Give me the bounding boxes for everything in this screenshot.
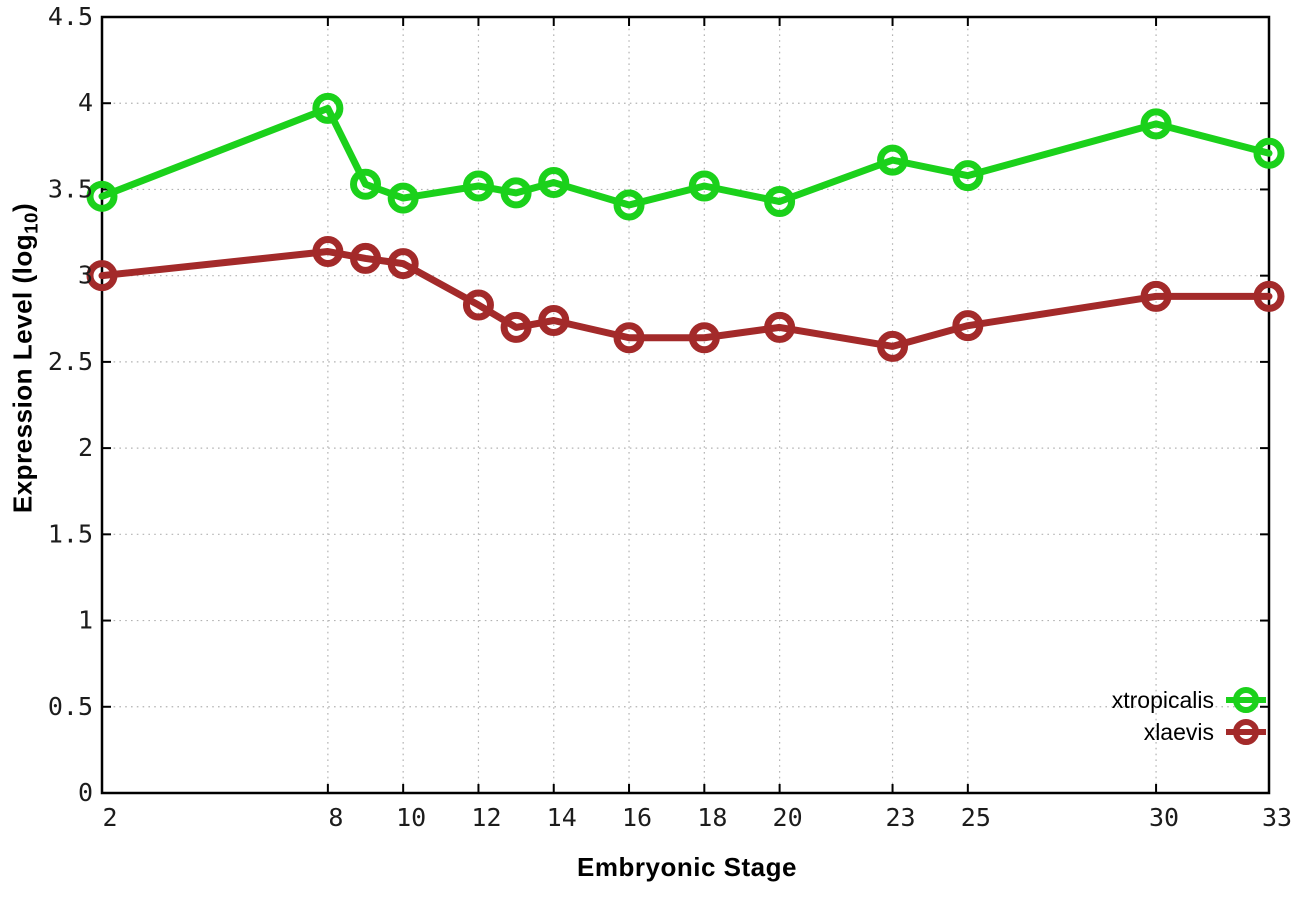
line-marker-sample-icon	[1226, 687, 1266, 713]
y-axis-title-subscript: 10	[20, 212, 42, 234]
x-tick-label: 16	[622, 803, 652, 832]
xlaevis-point	[952, 310, 984, 342]
xlaevis-point	[86, 260, 118, 292]
xlaevis-point	[688, 322, 720, 354]
y-tick-label: 0	[78, 778, 93, 807]
x-tick-label: 14	[547, 803, 577, 832]
x-tick-label: 23	[885, 803, 915, 832]
y-tick-label: 3.5	[48, 174, 93, 203]
y-tick-label: 1	[78, 606, 93, 635]
y-tick-label: 3	[78, 261, 93, 290]
xtropicalis-point	[387, 182, 419, 214]
xtropicalis-point	[538, 167, 570, 199]
x-tick-label: 8	[328, 803, 343, 832]
legend-label-xlaevis: xlaevis	[1143, 718, 1214, 745]
legend-item-xtropicalis: xtropicalis	[1112, 685, 1266, 715]
xtropicalis-point	[462, 170, 494, 202]
x-tick-label: 2	[102, 803, 117, 832]
x-tick-label: 18	[697, 803, 727, 832]
xlaevis-line	[98, 248, 1273, 350]
xtropicalis-point	[613, 189, 645, 221]
xlaevis-point	[312, 236, 344, 268]
xlaevis-point	[1140, 280, 1172, 312]
xlaevis-point	[538, 305, 570, 337]
xlaevis-point	[462, 289, 494, 321]
y-tick-label: 4	[78, 88, 93, 117]
legend-label-xtropicalis: xtropicalis	[1111, 686, 1214, 713]
xtropicalis-point	[1140, 108, 1172, 140]
x-axis-title: Embryonic Stage	[577, 852, 797, 882]
xlaevis-point	[877, 330, 909, 362]
xtropicalis-point	[688, 170, 720, 202]
xtropicalis-point	[500, 177, 532, 209]
legend: xtropicalis xlaevis	[1112, 685, 1266, 747]
xtropicalis-line	[98, 104, 1273, 209]
xtropicalis-point	[952, 160, 984, 192]
xtropicalis-point	[350, 168, 382, 200]
xlaevis-point	[387, 248, 419, 280]
xtropicalis-point	[877, 144, 909, 176]
x-tick-label: 30	[1149, 803, 1179, 832]
xlaevis-point	[350, 242, 382, 274]
line-marker-sample-icon	[1226, 719, 1266, 745]
x-tick-label: 33	[1262, 803, 1292, 832]
xtropicalis-point	[764, 186, 796, 218]
xlaevis-point	[1253, 280, 1285, 312]
xtropicalis-point	[312, 92, 344, 124]
x-tick-label: 25	[961, 803, 991, 832]
y-tick-label: 4.5	[48, 2, 93, 31]
xlaevis-point	[764, 311, 796, 343]
y-axis-title: Expression Level (log10)	[7, 203, 42, 513]
x-tick-label: 12	[471, 803, 501, 832]
xtropicalis-point	[86, 180, 118, 212]
y-tick-label: 0.5	[48, 692, 93, 721]
y-axis-title-text: Expression Level (log	[7, 233, 38, 514]
xlaevis-point	[613, 322, 645, 354]
y-axis-title-close: )	[7, 202, 38, 213]
plot-border	[100, 15, 1271, 795]
legend-item-xlaevis: xlaevis	[1144, 717, 1266, 747]
x-tick-label: 10	[396, 803, 426, 832]
y-tick-label: 2.5	[48, 347, 93, 376]
xtropicalis-point	[1253, 137, 1285, 169]
y-tick-label: 2	[78, 433, 93, 462]
y-tick-label: 1.5	[48, 519, 93, 548]
xlaevis-point	[500, 311, 532, 343]
x-tick-label: 20	[773, 803, 803, 832]
